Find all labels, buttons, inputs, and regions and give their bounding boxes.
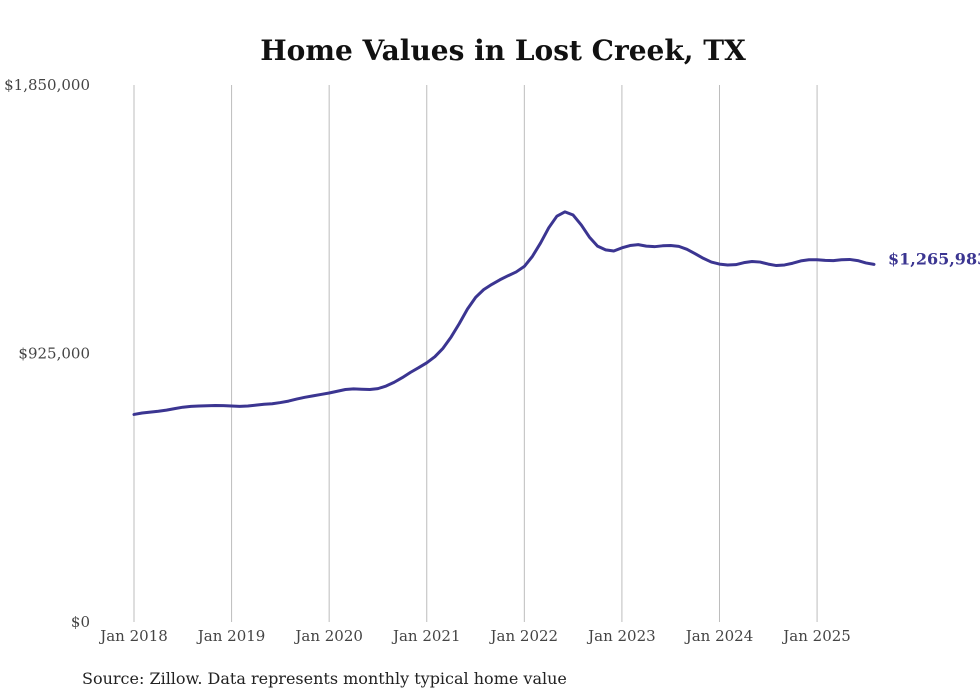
series-line — [132, 210, 876, 416]
end-value-label: $1,265,983 — [888, 249, 980, 268]
grid-lines — [133, 85, 818, 622]
x-tick-label: Jan 2024 — [684, 627, 754, 645]
x-tick-label: Jan 2025 — [781, 627, 851, 645]
y-tick-label: $925,000 — [18, 345, 90, 363]
x-tick-label: Jan 2023 — [586, 627, 656, 645]
y-axis-ticks: $0 $925,000 $1,850,000 — [4, 76, 90, 631]
chart-title: Home Values in Lost Creek, TX — [260, 34, 746, 67]
x-tick-label: Jan 2021 — [391, 627, 461, 645]
x-tick-label: Jan 2022 — [489, 627, 559, 645]
x-tick-label: Jan 2018 — [98, 627, 168, 645]
x-tick-label: Jan 2020 — [293, 627, 363, 645]
x-tick-label: Jan 2019 — [196, 627, 266, 645]
source-note: Source: Zillow. Data represents monthly … — [82, 669, 567, 688]
y-tick-label: $1,850,000 — [4, 76, 90, 94]
x-axis-ticks: Jan 2018 Jan 2019 Jan 2020 Jan 2021 Jan 2022… — [98, 627, 851, 645]
y-tick-label: $0 — [71, 613, 90, 631]
